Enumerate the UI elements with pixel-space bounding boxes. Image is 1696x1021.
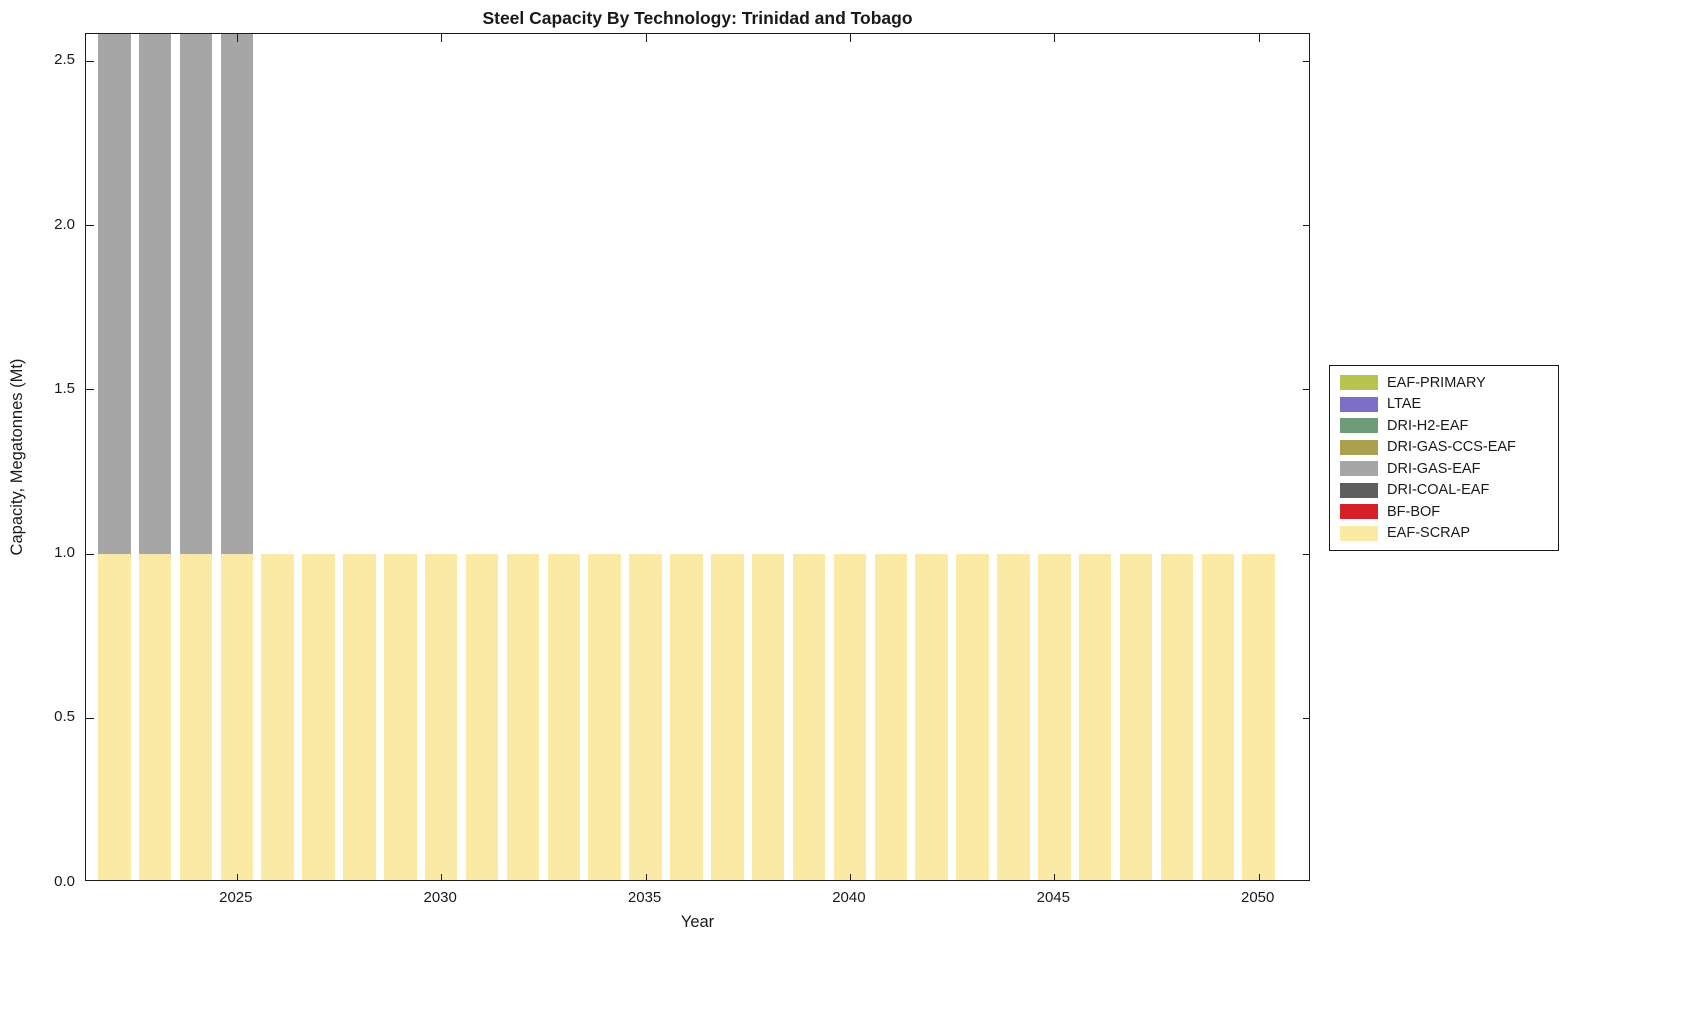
y-tick-label: 1.5 xyxy=(54,379,75,397)
y-tick-mark-right xyxy=(1303,225,1309,227)
x-tick-mark-top xyxy=(645,34,647,42)
bar-segment-eaf-scrap-2038 xyxy=(751,553,785,880)
legend-label: LTAE xyxy=(1387,396,1422,413)
plot-area xyxy=(85,33,1310,881)
x-tick-mark-top xyxy=(849,34,851,42)
bar-segment-eaf-scrap-2023 xyxy=(138,553,172,880)
legend-item-dri-h2-eaf: DRI-H2-EAF xyxy=(1340,415,1548,437)
x-tick-label: 2030 xyxy=(423,889,457,906)
legend-label: EAF-PRIMARY xyxy=(1387,374,1486,391)
legend-label: DRI-GAS-EAF xyxy=(1387,460,1481,477)
bar-segment-eaf-scrap-2030 xyxy=(424,553,458,880)
legend-swatch-dri-coal-eaf xyxy=(1340,482,1378,498)
bar-segment-eaf-scrap-2041 xyxy=(874,553,908,880)
legend-swatch-bf-bof xyxy=(1340,504,1378,520)
legend-label: DRI-GAS-CCS-EAF xyxy=(1387,439,1516,456)
bar-segment-eaf-scrap-2027 xyxy=(302,553,335,880)
legend-label: EAF-SCRAP xyxy=(1387,525,1470,542)
x-tick-mark xyxy=(1258,874,1260,880)
chart-title: Steel Capacity By Technology: Trinidad a… xyxy=(482,8,913,28)
bar-segment-eaf-scrap-2049 xyxy=(1201,553,1235,880)
y-tick-mark xyxy=(86,60,94,62)
x-tick-mark-top xyxy=(441,34,443,42)
y-tick-mark-right xyxy=(1303,60,1309,62)
bar-segment-eaf-scrap-2037 xyxy=(711,553,744,880)
legend-item-ltae: LTAE xyxy=(1340,394,1548,416)
bar-segment-eaf-scrap-2044 xyxy=(997,553,1030,880)
x-tick-label: 2025 xyxy=(219,889,253,906)
legend-swatch-eaf-primary xyxy=(1340,375,1378,391)
y-tick-mark-right xyxy=(1303,389,1309,391)
bar-segment-eaf-scrap-2040 xyxy=(833,553,867,880)
x-tick-mark-top xyxy=(1054,34,1056,42)
x-tick-mark xyxy=(236,874,238,880)
y-tick-mark-right xyxy=(1303,553,1309,555)
x-tick-mark-top xyxy=(236,34,238,42)
bar-segment-dri-gas-eaf-2024 xyxy=(179,34,213,554)
bar-segment-eaf-scrap-2029 xyxy=(384,553,417,880)
bar-segment-eaf-scrap-2032 xyxy=(506,553,540,880)
x-tick-label: 2035 xyxy=(627,889,662,906)
bar-segment-eaf-scrap-2045 xyxy=(1038,553,1071,880)
bar-segment-eaf-scrap-2042 xyxy=(915,553,948,880)
legend-item-eaf-scrap: EAF-SCRAP xyxy=(1340,523,1548,545)
legend-item-dri-gas-ccs-eaf: DRI-GAS-CCS-EAF xyxy=(1340,437,1548,459)
bar-segment-eaf-scrap-2046 xyxy=(1078,553,1112,880)
bar-segment-eaf-scrap-2031 xyxy=(465,553,499,880)
bar-segment-eaf-scrap-2047 xyxy=(1119,553,1153,880)
bar-segment-eaf-scrap-2039 xyxy=(792,553,826,880)
y-tick-mark xyxy=(86,389,94,391)
y-tick-label: 1.0 xyxy=(54,544,75,562)
y-tick-mark xyxy=(86,553,94,555)
legend: EAF-PRIMARY LTAE DRI-H2-EAF DRI-GAS-CCS-EAF… xyxy=(1329,365,1559,551)
bar-segment-eaf-scrap-2025 xyxy=(220,553,254,880)
legend-item-dri-coal-eaf: DRI-COAL-EAF xyxy=(1340,480,1548,502)
legend-label: DRI-H2-EAF xyxy=(1387,417,1469,434)
bar-segment-eaf-scrap-2036 xyxy=(670,553,703,880)
legend-item-bf-bof: BF-BOF xyxy=(1340,501,1548,523)
bar-segment-eaf-scrap-2043 xyxy=(956,553,989,880)
legend-label: BF-BOF xyxy=(1387,503,1441,520)
y-tick-label: 2.0 xyxy=(54,215,75,233)
x-tick-label: 2040 xyxy=(832,889,866,906)
y-tick-label: 0.5 xyxy=(54,708,75,726)
y-tick-label: 0.0 xyxy=(54,872,75,890)
y-tick-mark-right xyxy=(1303,717,1309,719)
bar-segment-eaf-scrap-2028 xyxy=(343,553,376,880)
bar-segment-eaf-scrap-2026 xyxy=(261,553,295,880)
x-tick-mark-top xyxy=(1258,34,1260,42)
bar-segment-eaf-scrap-2034 xyxy=(588,553,621,880)
legend-swatch-ltae xyxy=(1340,396,1378,412)
legend-item-dri-gas-eaf: DRI-GAS-EAF xyxy=(1340,458,1548,480)
y-tick-mark xyxy=(86,225,94,227)
bar-segment-dri-gas-eaf-2022 xyxy=(97,34,131,554)
bar-segment-eaf-scrap-2050 xyxy=(1242,553,1275,880)
bar-segment-eaf-scrap-2035 xyxy=(629,553,662,880)
y-tick-mark xyxy=(86,717,94,719)
bar-segment-eaf-scrap-2024 xyxy=(179,553,213,880)
legend-swatch-dri-gas-ccs-eaf xyxy=(1340,439,1378,455)
y-axis-label: Capacity, Megatonnes (Mt) xyxy=(8,358,26,556)
legend-item-eaf-primary: EAF-PRIMARY xyxy=(1340,372,1548,394)
bar-segment-eaf-scrap-2048 xyxy=(1160,553,1194,880)
legend-swatch-dri-gas-eaf xyxy=(1340,461,1378,477)
bar-segment-eaf-scrap-2033 xyxy=(547,553,581,880)
x-tick-label: 2050 xyxy=(1241,889,1275,906)
legend-label: DRI-COAL-EAF xyxy=(1387,482,1490,499)
bar-segment-dri-gas-eaf-2023 xyxy=(138,34,172,554)
y-tick-label: 2.5 xyxy=(54,51,75,69)
x-tick-mark xyxy=(441,874,443,880)
x-tick-mark xyxy=(1054,874,1056,880)
legend-swatch-eaf-scrap xyxy=(1340,525,1378,541)
legend-swatch-dri-h2-eaf xyxy=(1340,418,1378,434)
x-axis-label: Year xyxy=(680,913,715,931)
x-tick-label: 2045 xyxy=(1036,889,1070,906)
x-tick-mark xyxy=(849,874,851,880)
x-tick-mark xyxy=(645,874,647,880)
bar-segment-dri-gas-eaf-2025 xyxy=(220,34,254,554)
bar-segment-eaf-scrap-2022 xyxy=(97,553,131,880)
